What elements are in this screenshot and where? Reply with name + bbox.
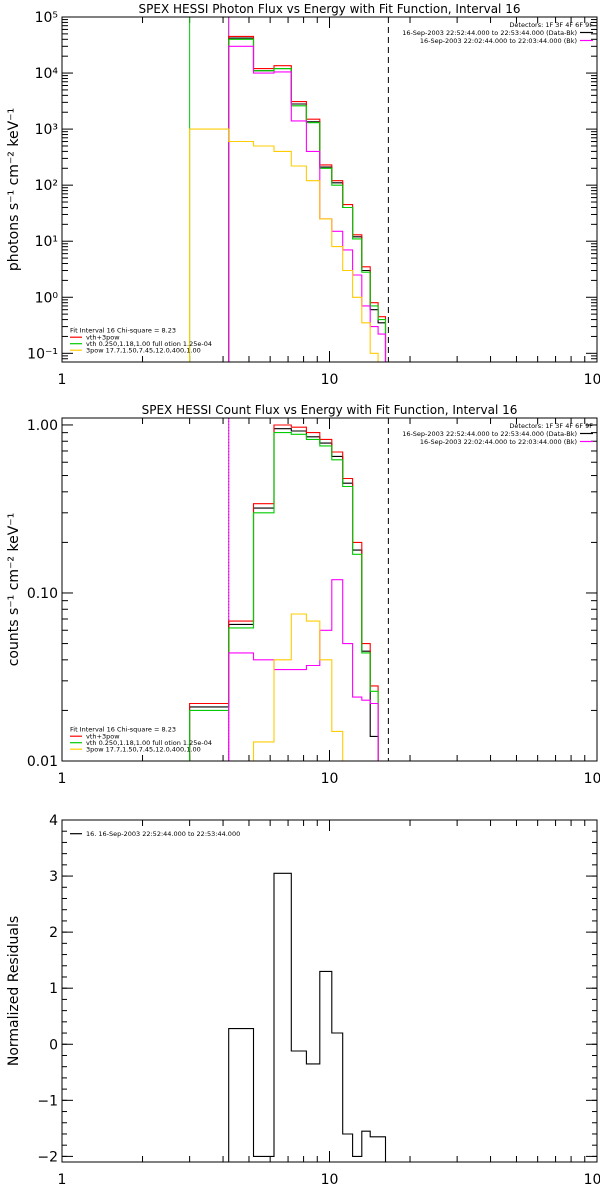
legend-entry: 3pow 17.7,1.50,7.45,12.0,400,1.00	[86, 746, 201, 754]
x-tick-label: 10	[321, 372, 339, 388]
series-line-2	[189, 432, 379, 761]
legend-entry: 16. 16-Sep-2003 22:52:44.000 to 22:53:44…	[86, 830, 240, 838]
plot-frame	[61, 16, 598, 363]
legend-entry: 16-Sep-2003 22:02:44.000 to 22:03:44.000…	[420, 37, 577, 45]
legend-entry: 3pow 17.7,1.50,7.45,12.0,400,1.00	[86, 347, 201, 355]
x-tick-label: 100	[584, 372, 600, 388]
series-line-4	[189, 128, 386, 362]
y-tick-label: 10⁴	[35, 66, 59, 82]
series-line-2	[228, 38, 387, 362]
y-axis-label: counts s⁻¹ cm⁻² keV⁻¹	[6, 513, 22, 667]
x-tick-label: 1	[58, 1172, 67, 1188]
legend-entry: 16-Sep-2003 22:52:44.000 to 22:53:44.000…	[402, 430, 577, 438]
y-tick-label: 10⁻¹	[27, 346, 58, 362]
y-axis-label: photons s⁻¹ cm⁻² keV⁻¹	[6, 108, 22, 271]
legend-entry: 16-Sep-2003 22:02:44.000 to 22:03:44.000…	[420, 438, 577, 446]
x-tick-label: 100	[584, 1172, 600, 1188]
x-tick-label: 100	[584, 771, 600, 787]
legend-entry: vth+3pow	[86, 733, 120, 741]
y-tick-label: 10⁰	[35, 290, 59, 306]
legend-fit-header: Fit Interval 16 Chi-square = 8.23	[70, 726, 176, 734]
x-tick-label: 1	[58, 372, 67, 388]
legend-entry: vth 0.250,1.18,1.00 full otion 1.25e-04	[86, 340, 212, 348]
y-tick-label: 0.01	[27, 754, 58, 770]
plot-frame	[61, 819, 598, 1163]
y-tick-label: 10³	[35, 122, 58, 138]
y-axis-label: Normalized Residuals	[6, 916, 22, 1066]
legend-detectors: Detectors: 1F 3F 4F 6F 9F	[509, 21, 593, 29]
y-tick-label: −2	[37, 1149, 58, 1165]
legend-entry: vth 0.250,1.18,1.00 full otion 1.25e-04	[86, 739, 212, 747]
y-tick-label: 0	[49, 1037, 58, 1053]
chart-title: SPEX HESSI Photon Flux vs Energy with Fi…	[139, 2, 521, 16]
x-tick-label: 1	[58, 771, 67, 787]
y-tick-label: 0.10	[27, 586, 58, 602]
chart-panel-0: SPEX HESSI Photon Flux vs Energy with Fi…	[6, 2, 600, 388]
legend-detectors: Detectors: 1F 3F 4F 6F 9F	[509, 422, 593, 430]
series-line-0	[228, 872, 387, 1162]
y-tick-label: 1.00	[27, 418, 58, 434]
plot-frame	[61, 417, 598, 762]
y-tick-label: 2	[49, 925, 58, 941]
x-tick-label: 10	[321, 1172, 339, 1188]
legend-entry: vth+3pow	[86, 334, 120, 342]
x-tick-label: 10	[321, 771, 339, 787]
chart-panel-2: Normalized Residuals 1 10 100 −2 −1 0 1 2 3 4 16. 1…	[6, 813, 600, 1188]
series-line-3	[228, 579, 379, 761]
y-tick-label: 10²	[35, 178, 58, 194]
chart-panel-1: SPEX HESSI Count Flux vs Energy with Fit…	[6, 403, 600, 787]
y-tick-label: 10⁵	[35, 10, 58, 26]
y-tick-label: −1	[37, 1093, 58, 1109]
chart-title: SPEX HESSI Count Flux vs Energy with Fit…	[142, 403, 518, 417]
y-tick-label: 1	[49, 981, 58, 997]
legend-entry: 16-Sep-2003 22:52:44.000 to 22:53:44.000…	[402, 29, 577, 37]
series-line-4	[252, 613, 353, 761]
y-tick-label: 4	[49, 813, 58, 829]
y-tick-label: 10¹	[35, 234, 58, 250]
legend-fit-header: Fit Interval 16 Chi-square = 8.23	[70, 327, 176, 335]
y-tick-label: 3	[49, 869, 58, 885]
